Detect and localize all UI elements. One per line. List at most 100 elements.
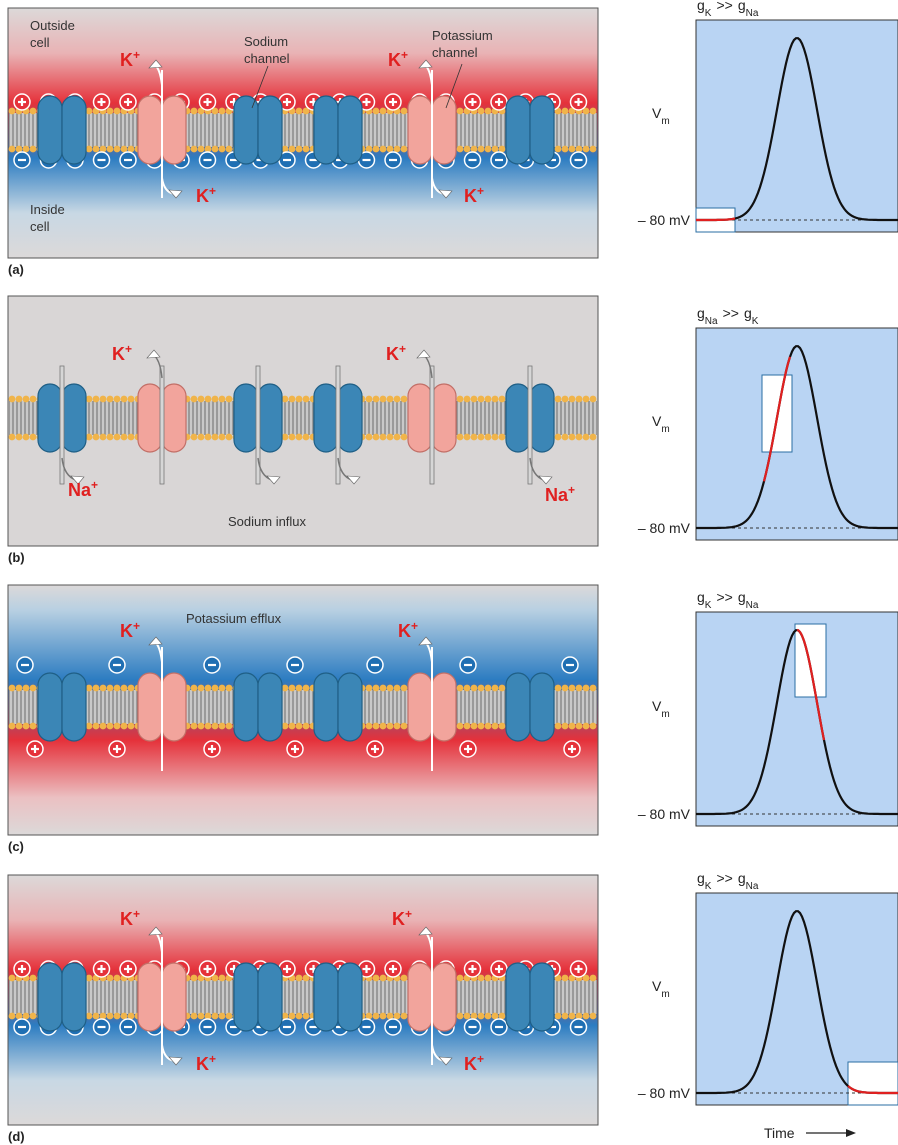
flux-rod [430, 366, 434, 484]
lipid-head [457, 108, 464, 115]
lipid-head [394, 1013, 401, 1020]
lipid-head [107, 434, 114, 441]
sodium-channel [506, 384, 530, 452]
subscript: K [705, 600, 712, 611]
lipid-head [478, 723, 485, 730]
lipid-head [478, 146, 485, 153]
subscript: m [661, 709, 669, 720]
ion-symbol: K [196, 1054, 209, 1074]
lipid-head [16, 723, 23, 730]
lipid-head [219, 396, 226, 403]
lipid-head [30, 396, 37, 403]
operator: >> [716, 0, 732, 13]
lipid-head [590, 108, 597, 115]
ion-symbol: K [196, 186, 209, 206]
lipid-head [569, 146, 576, 153]
lipid-head [226, 723, 233, 730]
lipid-head [457, 146, 464, 153]
lipid-head [16, 685, 23, 692]
lipid-head [485, 146, 492, 153]
lipid-head [107, 685, 114, 692]
graph-area [696, 328, 898, 540]
lipid-head [282, 685, 289, 692]
baseline-label: – 80 mV [638, 520, 691, 536]
lipid-head [219, 685, 226, 692]
ion-charge: + [209, 1052, 216, 1066]
subscript: Na [746, 881, 759, 892]
label: Inside [30, 202, 65, 217]
lipid-head [296, 975, 303, 982]
lipid-head [191, 108, 198, 115]
lipid-head [86, 685, 93, 692]
potassium-channel [162, 384, 186, 452]
lipid-head [562, 723, 569, 730]
lipid-head [23, 434, 30, 441]
lipid-head [282, 723, 289, 730]
lipid-head [394, 146, 401, 153]
lipid-head [471, 723, 478, 730]
lipid-head [492, 685, 499, 692]
lipid-head [86, 434, 93, 441]
lipid-head [373, 975, 380, 982]
symbol: g [738, 589, 746, 605]
sodium-channel [314, 963, 338, 1031]
ion-charge: + [133, 619, 140, 633]
lipid-head [289, 1013, 296, 1020]
lipid-head [30, 108, 37, 115]
lipid-head [114, 723, 121, 730]
sodium-channel [258, 673, 282, 741]
ion-symbol: Na [545, 485, 569, 505]
symbol: g [697, 589, 705, 605]
lipid-head [373, 685, 380, 692]
lipid-head [555, 723, 562, 730]
lipid-head [562, 108, 569, 115]
operator: >> [723, 305, 739, 321]
lipid-head [401, 146, 408, 153]
ion-symbol: K [388, 50, 401, 70]
lipid-head [373, 1013, 380, 1020]
lipid-head [562, 685, 569, 692]
lipid-head [464, 685, 471, 692]
lipid-head [205, 685, 212, 692]
lipid-head [457, 1013, 464, 1020]
label: Sodium influx [228, 514, 307, 529]
baseline-label: – 80 mV [638, 1085, 691, 1101]
lipid-head [121, 434, 128, 441]
label: Potassium [432, 28, 493, 43]
baseline-label: – 80 mV [638, 806, 691, 822]
lipid-head [366, 434, 373, 441]
highlight [795, 624, 826, 697]
ion-charge: + [133, 48, 140, 62]
lipid-head [590, 1013, 597, 1020]
lipid-head [30, 434, 37, 441]
sodium-channel [338, 384, 362, 452]
lipid-head [576, 396, 583, 403]
lipid-head [373, 434, 380, 441]
sodium-channel [258, 96, 282, 164]
lipid-head [205, 396, 212, 403]
lipid-head [366, 396, 373, 403]
lipid-head [562, 146, 569, 153]
lipid-head [9, 396, 16, 403]
lipid-head [9, 1013, 16, 1020]
lipid-head [464, 1013, 471, 1020]
operator: >> [716, 589, 732, 605]
lipid-head [128, 685, 135, 692]
sodium-channel [338, 96, 362, 164]
lipid-head [457, 434, 464, 441]
lipid-head [478, 396, 485, 403]
lipid-head [16, 396, 23, 403]
lipid-head [471, 434, 478, 441]
lipid-head [569, 434, 576, 441]
lipid-head [373, 396, 380, 403]
potassium-channel [408, 384, 432, 452]
lipid-head [9, 685, 16, 692]
sodium-channel [234, 963, 258, 1031]
lipid-head [380, 108, 387, 115]
lipid-head [219, 146, 226, 153]
ion-symbol: K [386, 344, 399, 364]
lipid-head [191, 434, 198, 441]
conductance-label: gK>>gNa [697, 0, 759, 19]
lipid-head [23, 685, 30, 692]
lipid-head [464, 396, 471, 403]
